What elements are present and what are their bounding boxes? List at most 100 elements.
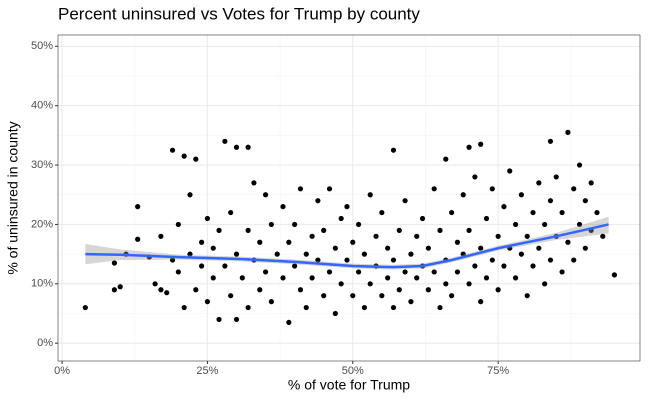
point	[454, 269, 461, 275]
point	[414, 233, 420, 239]
point	[245, 304, 251, 311]
point	[286, 319, 292, 326]
point	[239, 275, 245, 281]
point	[414, 275, 420, 281]
point	[152, 281, 158, 287]
point	[199, 263, 205, 269]
point	[175, 269, 181, 275]
point	[582, 245, 588, 251]
point	[512, 275, 519, 281]
point	[559, 209, 565, 216]
chart-title: Percent uninsured vs Votes for Trump by …	[58, 4, 420, 23]
point	[582, 198, 588, 204]
point	[385, 245, 391, 251]
point	[338, 215, 344, 222]
point	[187, 251, 193, 257]
point	[233, 251, 240, 257]
point	[483, 275, 490, 281]
point	[379, 209, 385, 216]
point	[233, 144, 240, 150]
point	[216, 316, 222, 323]
point	[332, 245, 338, 251]
point	[402, 269, 408, 275]
point	[274, 251, 280, 257]
y-tick-label: 40%	[31, 100, 53, 112]
x-tick-label: 75%	[487, 365, 509, 377]
point	[396, 287, 402, 293]
point	[437, 227, 443, 233]
point	[495, 287, 501, 293]
point	[82, 304, 88, 311]
point	[303, 304, 309, 311]
point	[117, 284, 123, 290]
point	[530, 263, 536, 269]
point	[547, 138, 554, 144]
point	[518, 192, 524, 198]
point	[460, 251, 466, 257]
point	[373, 233, 379, 239]
x-tick-label: 0%	[54, 365, 70, 377]
point	[489, 186, 495, 192]
point	[355, 269, 362, 275]
point	[489, 257, 495, 263]
point	[576, 162, 583, 168]
point	[361, 304, 368, 311]
point	[402, 198, 408, 204]
point	[216, 227, 222, 233]
point	[332, 310, 338, 317]
point	[571, 257, 577, 263]
point	[530, 209, 536, 216]
point	[257, 239, 263, 245]
point	[571, 186, 577, 192]
point	[262, 192, 269, 198]
point	[164, 290, 170, 296]
point	[466, 144, 472, 150]
point	[326, 269, 333, 275]
point	[135, 236, 141, 242]
point	[158, 233, 164, 239]
point	[472, 263, 478, 269]
point	[355, 221, 362, 228]
point	[210, 245, 216, 251]
point	[350, 239, 356, 245]
point	[222, 138, 228, 144]
point	[210, 275, 216, 281]
point	[454, 239, 461, 245]
point	[338, 281, 344, 287]
point	[315, 198, 321, 204]
point	[297, 186, 304, 192]
point	[501, 204, 507, 210]
y-tick-label: 20%	[31, 218, 53, 230]
smooth-line	[85, 223, 609, 269]
point	[542, 221, 548, 228]
point	[425, 287, 431, 293]
point	[547, 198, 554, 204]
point	[344, 204, 350, 210]
point	[175, 221, 181, 228]
confidence-band	[85, 216, 609, 270]
point	[361, 251, 368, 257]
point	[326, 186, 333, 192]
point	[245, 227, 251, 233]
point	[390, 304, 397, 311]
panel-border	[57, 34, 641, 362]
point	[419, 215, 426, 222]
x-axis-title: % of vote for Trump	[288, 377, 410, 393]
point	[379, 293, 385, 299]
point	[431, 186, 437, 192]
point	[466, 281, 472, 287]
point	[408, 251, 414, 257]
point	[390, 257, 397, 263]
point	[588, 180, 594, 186]
point	[233, 316, 240, 323]
point	[228, 209, 234, 216]
point	[518, 251, 524, 257]
point	[292, 221, 298, 228]
point	[187, 192, 193, 198]
point	[576, 221, 583, 228]
point	[594, 209, 600, 216]
point	[565, 129, 571, 135]
point	[280, 275, 286, 281]
point	[169, 147, 176, 153]
point	[169, 257, 176, 263]
